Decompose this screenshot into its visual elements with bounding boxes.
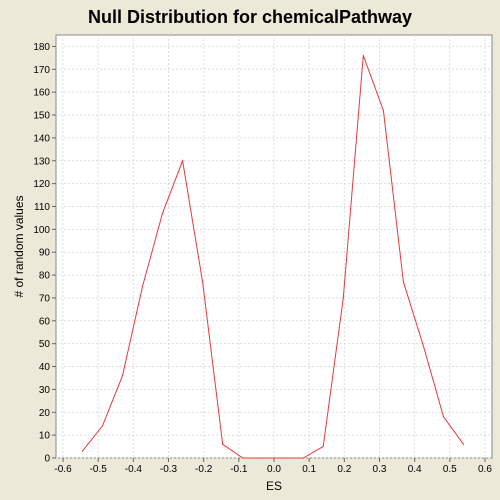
data-point [422, 345, 425, 347]
y-tick-label: 170 [33, 65, 50, 76]
x-tick-label: 0.4 [408, 464, 422, 475]
x-tick-label: -0.6 [54, 464, 72, 475]
x-tick-label: -0.5 [90, 464, 108, 475]
data-point [202, 281, 204, 283]
data-point [181, 160, 184, 162]
y-axis-label: # of random values [12, 195, 26, 297]
x-tick-label: 0.2 [337, 464, 351, 475]
y-tick-label: 140 [33, 133, 50, 144]
x-tick-label: -0.4 [125, 464, 143, 475]
x-tick-label: -0.3 [160, 464, 178, 475]
x-tick-label: -0.2 [195, 464, 213, 475]
x-tick-label: 0.1 [302, 464, 316, 475]
y-tick-label: 20 [39, 408, 51, 419]
x-tick-label: 0.6 [478, 464, 492, 475]
data-point [362, 54, 364, 57]
grid-lines [56, 35, 492, 459]
data-point [262, 457, 264, 459]
y-tick-label: 30 [39, 385, 51, 396]
y-tick-label: 60 [39, 316, 51, 327]
y-tick-label: 10 [39, 431, 51, 442]
data-point [382, 109, 384, 112]
y-tick-label: 100 [33, 225, 50, 236]
y-tick-label: 130 [33, 156, 50, 167]
data-point [282, 457, 284, 459]
data-point [322, 445, 324, 448]
data-point [141, 285, 144, 288]
y-tick-label: 120 [33, 179, 50, 190]
data-point [222, 443, 224, 445]
y-tick-label: 90 [39, 248, 51, 259]
y-tick-label: 80 [39, 271, 51, 282]
data-point [442, 416, 445, 418]
x-tick-label: 0.5 [443, 464, 457, 475]
y-tick-label: 50 [39, 339, 51, 350]
y-tick-label: 160 [33, 88, 50, 99]
y-tick-label: 0 [44, 454, 50, 465]
plot-area [55, 34, 493, 459]
x-tick-label: -0.1 [230, 464, 248, 475]
y-tick-label: 110 [34, 202, 50, 213]
data-point [101, 425, 104, 427]
x-axis-label: ES [266, 479, 282, 493]
data-point [462, 443, 465, 445]
y-tick-label: 180 [33, 42, 50, 53]
data-point [81, 450, 83, 452]
data-point [161, 212, 164, 214]
series-layer [81, 54, 465, 459]
y-tick-label: 150 [33, 111, 50, 122]
data-point [302, 457, 304, 459]
series-line [82, 55, 464, 459]
data-point [121, 375, 124, 377]
y-tick-label: 40 [39, 362, 51, 373]
chart-title: Null Distribution for chemicalPathway [88, 7, 412, 27]
axis-ticks: -0.6 -0.5 -0.4 -0.3 -0.2 -0.1 0.0 0.1 0.2 0.3 0.4 0… [33, 42, 492, 475]
data-point [402, 281, 404, 283]
x-tick-label: 0.0 [267, 464, 281, 475]
data-point [342, 297, 344, 299]
y-tick-label: 70 [39, 293, 51, 304]
x-tick-label: 0.3 [373, 464, 387, 475]
data-point [242, 457, 244, 459]
